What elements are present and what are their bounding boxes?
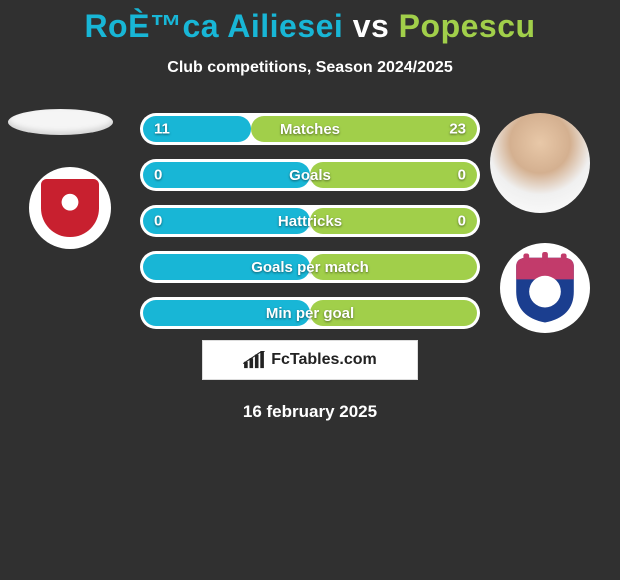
player2-club-badge bbox=[500, 243, 590, 333]
stat-label: Hattricks bbox=[278, 213, 342, 230]
stat-value-left: 0 bbox=[154, 213, 162, 230]
club-badge-2 bbox=[509, 252, 581, 324]
stat-value-left: 0 bbox=[154, 167, 162, 184]
stat-label: Goals bbox=[289, 167, 331, 184]
title-player2: Popescu bbox=[399, 8, 536, 44]
title-player1: RoÈ™ca Ailiesei bbox=[84, 8, 343, 44]
player1-avatar bbox=[8, 109, 113, 135]
stat-value-right: 0 bbox=[458, 167, 466, 184]
stat-value-left: 11 bbox=[154, 121, 170, 138]
bar-chart-icon bbox=[243, 351, 265, 369]
date-text: 16 february 2025 bbox=[0, 402, 620, 422]
page-title: RoÈ™ca Ailiesei vs Popescu bbox=[0, 0, 620, 45]
subtitle: Club competitions, Season 2024/2025 bbox=[0, 59, 620, 77]
stat-bar-left bbox=[143, 162, 310, 188]
stat-label: Min per goal bbox=[266, 305, 354, 322]
stat-label: Matches bbox=[280, 121, 340, 138]
club-badge-1 bbox=[41, 179, 98, 236]
stat-bar-right bbox=[310, 162, 477, 188]
player1-club-badge bbox=[29, 167, 111, 249]
comparison-infographic: RoÈ™ca Ailiesei vs Popescu Club competit… bbox=[0, 0, 620, 580]
stat-value-right: 0 bbox=[458, 213, 466, 230]
stat-row: Matches 11 23 bbox=[140, 113, 480, 145]
stat-value-right: 23 bbox=[449, 121, 466, 138]
stat-row: Min per goal bbox=[140, 297, 480, 329]
brand-text: FcTables.com bbox=[271, 351, 377, 369]
brand-watermark: FcTables.com bbox=[202, 340, 418, 380]
stat-row: Hattricks 0 0 bbox=[140, 205, 480, 237]
stat-row: Goals per match bbox=[140, 251, 480, 283]
stats-block: Matches 11 23 Goals 0 0 Hattricks 0 0 Goals per m… bbox=[0, 107, 620, 357]
title-vs: vs bbox=[353, 8, 390, 44]
stat-label: Goals per match bbox=[251, 259, 369, 276]
player2-avatar bbox=[490, 113, 590, 213]
stat-row: Goals 0 0 bbox=[140, 159, 480, 191]
